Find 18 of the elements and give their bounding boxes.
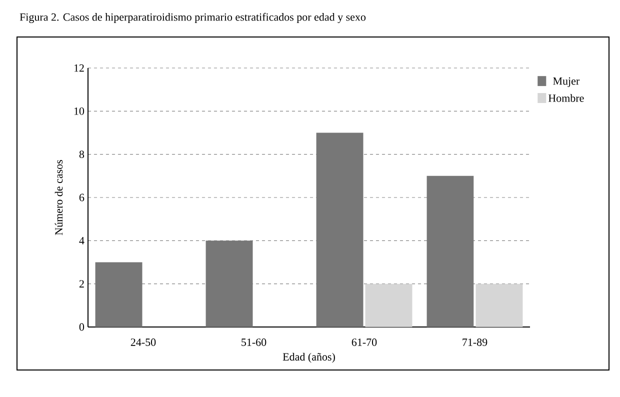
x-tick-label: 61-70 [352, 338, 377, 346]
x-tick-label: 71-89 [462, 338, 488, 346]
bar [365, 284, 412, 327]
y-tick-label: 10 [74, 107, 84, 115]
y-tick-label: 6 [79, 194, 84, 202]
x-tick-label: 24-50 [130, 338, 156, 346]
legend-label: Mujer [553, 77, 580, 87]
y-tick-label: 12 [74, 64, 84, 72]
y-tick-label: 0 [79, 323, 84, 331]
bar [476, 284, 523, 327]
y-tick-label: 8 [79, 150, 84, 158]
x-axis-title: Edad (años) [282, 352, 335, 363]
y-tick-label: 2 [79, 280, 84, 288]
y-tick-label: 4 [79, 237, 84, 244]
legend-label: Hombre [548, 94, 584, 102]
y-axis-title: Número de casos [54, 160, 63, 236]
x-tick-label: 51-60 [242, 338, 266, 346]
chart-title: Figura 2. Casos de hiperparatiroidismo primario estratificados por edad y sexo [20, 12, 366, 24]
